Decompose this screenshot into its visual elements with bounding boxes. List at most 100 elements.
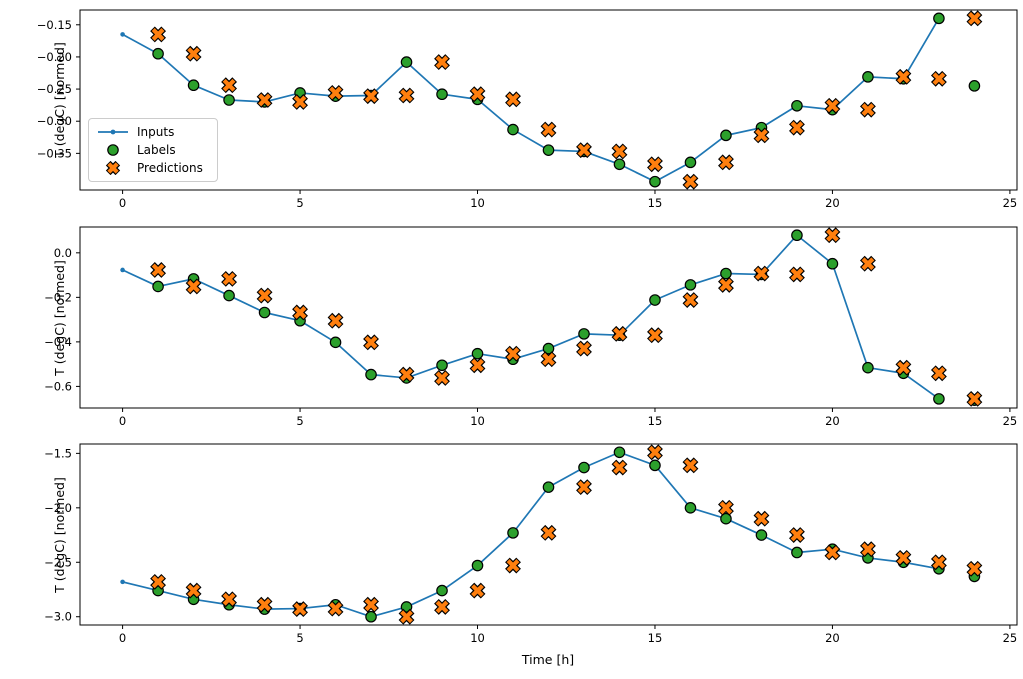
prediction-point [542,352,555,366]
label-point [791,546,803,559]
y-tick-label: −0.20 [37,50,72,64]
axes-frame [79,443,1018,626]
prediction-point [329,314,342,328]
predictions-markers [150,10,983,190]
prediction-point [400,89,413,102]
x-tick-label: 25 [1003,631,1018,645]
prediction-point [258,93,271,107]
y-tick-label: −0.6 [44,379,72,393]
label-point [933,393,945,405]
prediction-point [293,602,307,616]
label-point [542,342,555,355]
prediction-point [719,155,733,169]
prediction-point [897,361,910,375]
legend-item-inputs: Inputs [96,123,209,141]
predictions-markers [150,444,983,625]
x-tick-label: 5 [296,414,303,428]
label-point [649,459,661,472]
prediction-point [613,145,626,158]
subplot-3: −1.5 −2.0 −2.5 −3.0 0 5 10 15 20 25 [44,443,1018,645]
legend-item-labels: Labels [96,141,209,159]
y-tick-label: 0.0 [54,246,72,260]
label-point [507,123,519,136]
label-point [507,527,519,539]
prediction-point [577,480,591,494]
label-point [684,502,697,514]
prediction-point [329,602,342,615]
y-axis-label-subplot-2: T (degC) [normed] [52,259,67,376]
prediction-point [861,257,875,271]
y-tick-label: −1.5 [44,446,72,460]
prediction-point [258,289,271,302]
prediction-point [364,335,378,349]
x-tick-label: 0 [119,196,126,210]
prediction-point [435,55,449,69]
y-tick-label: −2.5 [44,555,72,569]
labels-markers [152,446,981,623]
inputs-line [120,449,942,620]
label-point [649,175,661,188]
x-ticks: 0 5 10 15 20 25 [119,625,1017,645]
prediction-point [187,280,200,293]
x-tick-label: 25 [1003,414,1018,428]
predictions-markers [150,227,983,407]
prediction-point [222,78,236,92]
x-tick-label: 15 [648,196,663,210]
prediction-point [755,512,768,526]
legend: Inputs Labels Predictions [88,118,218,182]
label-point [578,328,590,340]
prediction-point [329,86,342,100]
prediction-point [542,526,555,540]
inputs-polyline [122,17,940,183]
prediction-point [897,551,910,565]
label-point [578,461,590,474]
label-point [613,158,626,171]
prediction-point [826,99,839,113]
y-ticks: 0.0 −0.2 −0.4 −0.6 [44,246,80,393]
axes-frame [79,9,1018,191]
prediction-point [364,89,378,103]
label-point [791,99,803,112]
label-point [968,80,981,92]
prediction-point [932,366,946,380]
prediction-point [755,267,768,280]
prediction-point [577,143,591,157]
prediction-point [648,328,662,342]
label-point [649,294,661,306]
label-point [400,56,413,68]
prediction-point [506,347,520,361]
x-tick-label: 10 [470,196,485,210]
label-point [791,229,803,242]
label-point [933,12,945,25]
label-point [436,584,448,597]
label-point [720,267,732,280]
x-ticks: 0 5 10 15 20 25 [119,190,1017,210]
x-tick-label: 10 [470,631,485,645]
legend-label-labels: Labels [137,143,176,157]
y-tick-label: −0.15 [37,18,72,32]
x-tick-label: 0 [119,414,126,428]
prediction-point [187,47,200,61]
prediction-point [684,175,697,189]
prediction-point [151,28,165,41]
x-tick-label: 10 [470,414,485,428]
x-axis-label: Time [h] [521,652,575,667]
prediction-point [826,228,839,242]
y-axis-label-subplot-3: T (degC) [normed] [52,476,67,593]
y-tick-label: −0.30 [37,114,72,128]
prediction-point [968,392,981,406]
prediction-point [719,501,733,515]
x-ticks: 0 5 10 15 20 25 [119,408,1017,428]
prediction-point [684,458,697,472]
label-point [542,144,555,156]
label-point [684,279,697,291]
inputs-polyline [122,234,940,400]
x-tick-label: 20 [825,631,840,645]
prediction-point [222,592,236,606]
prediction-point [968,11,981,25]
prediction-point [790,268,804,281]
y-tick-label: −0.25 [37,82,72,96]
label-point [187,79,200,92]
